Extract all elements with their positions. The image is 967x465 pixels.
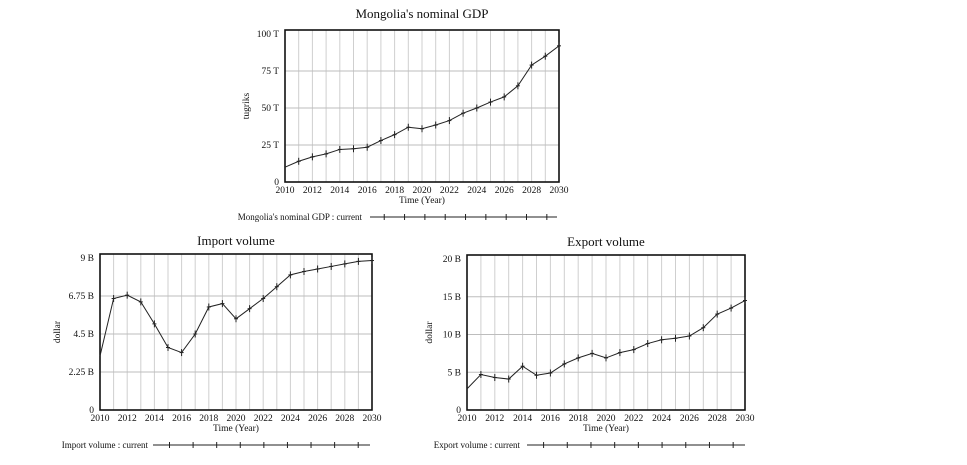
gdp-ytick-label: 25 T [261, 141, 279, 151]
gdp-xtick-label: 2030 [550, 186, 569, 196]
export-x-axis-label: Time (Year) [583, 423, 629, 434]
gdp-ytick-label: 50 T [261, 104, 279, 114]
export-xtick-label: 2022 [624, 414, 643, 424]
import-xtick-label: 2030 [363, 414, 382, 424]
gdp-xtick-label: 2026 [495, 186, 514, 196]
export-xtick-label: 2026 [680, 414, 699, 424]
import-ytick-label: 9 B [81, 254, 94, 264]
import-legend-label: Import volume : current [62, 440, 149, 450]
gdp-xtick-label: 2016 [358, 186, 377, 196]
gdp-xtick-label: 2012 [303, 186, 322, 196]
gdp-xtick-label: 2022 [440, 186, 459, 196]
export-ytick-label: 15 B [443, 293, 461, 303]
gdp-xtick-label: 2014 [330, 186, 349, 196]
gdp-ytick-label: 100 T [257, 30, 279, 40]
gdp-xtick-label: 2024 [467, 186, 486, 196]
import-chart-title: Import volume [197, 233, 275, 248]
import-xtick-label: 2020 [227, 414, 246, 424]
import-xtick-label: 2012 [118, 414, 137, 424]
import-xtick-label: 2028 [335, 414, 354, 424]
export-ytick-label: 20 B [443, 255, 461, 265]
export-xtick-label: 2012 [485, 414, 504, 424]
import-y-axis-label: dollar [53, 320, 63, 343]
import-xtick-label: 2016 [172, 414, 191, 424]
gdp-y-axis-label: tugriks [242, 93, 252, 120]
export-plot-frame [466, 254, 746, 411]
import-xtick-label: 2018 [199, 414, 218, 424]
import-xtick-label: 2010 [91, 414, 110, 424]
export-xtick-label: 2028 [708, 414, 727, 424]
export-xtick-label: 2016 [541, 414, 560, 424]
import-ytick-label: 0 [89, 406, 94, 416]
import-xtick-label: 2024 [281, 414, 300, 424]
gdp-plot-frame [284, 29, 560, 183]
import-xtick-label: 2026 [308, 414, 327, 424]
export-legend-label: Export volume : current [434, 440, 521, 450]
export-xtick-label: 2024 [652, 414, 671, 424]
import-ytick-label: 6.75 B [69, 292, 94, 302]
gdp-x-axis-label: Time (Year) [399, 195, 445, 206]
export-y-axis-label: dollar [425, 321, 435, 344]
gdp-legend-label: Mongolia's nominal GDP : current [238, 212, 363, 222]
gdp-chart: Mongolia's nominal GDP 0 25 T 50 T 75 T 100 T… [238, 6, 569, 222]
gdp-xtick-label: 2020 [413, 186, 432, 196]
export-xtick-label: 2020 [597, 414, 616, 424]
gdp-xtick-label: 2010 [276, 186, 295, 196]
export-chart: Export volume 0 5 B 10 B 15 B 20 B 2010 2012 201… [425, 234, 755, 450]
import-xtick-label: 2014 [145, 414, 164, 424]
gdp-xtick-label: 2028 [522, 186, 541, 196]
export-xtick-label: 2014 [513, 414, 532, 424]
import-x-axis-label: Time (Year) [213, 423, 259, 434]
gdp-xtick-label: 2018 [385, 186, 404, 196]
export-xtick-label: 2030 [736, 414, 755, 424]
import-ytick-label: 2.25 B [69, 368, 94, 378]
import-chart: Import volume 0 2.25 B 4.5 B 6.75 B 9 B 2010 20… [53, 233, 382, 450]
export-xtick-label: 2010 [458, 414, 477, 424]
import-plot-frame [99, 253, 373, 411]
gdp-ytick-label: 0 [274, 178, 279, 188]
export-ytick-label: 5 B [448, 368, 461, 378]
import-ytick-label: 4.5 B [73, 330, 94, 340]
gdp-ytick-label: 75 T [261, 67, 279, 77]
export-ytick-label: 10 B [443, 331, 461, 341]
gdp-chart-title: Mongolia's nominal GDP [355, 6, 488, 21]
import-xtick-label: 2022 [254, 414, 273, 424]
export-chart-title: Export volume [567, 234, 645, 249]
export-xtick-label: 2018 [569, 414, 588, 424]
export-ytick-label: 0 [456, 406, 461, 416]
